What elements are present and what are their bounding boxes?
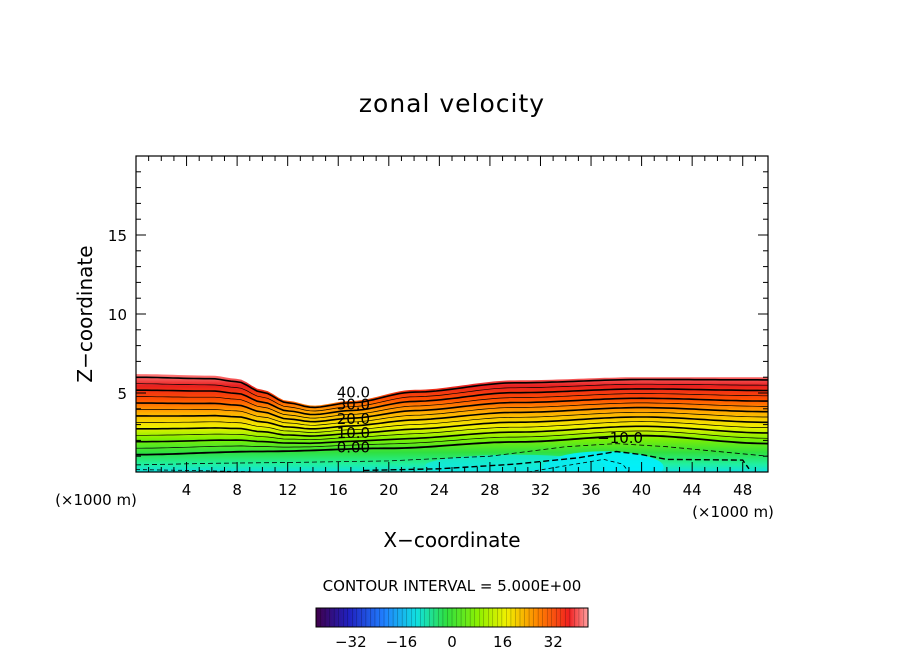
x-tick-label: 40	[632, 481, 651, 499]
contour-lines	[136, 376, 768, 472]
colorbar-frame	[315, 607, 589, 628]
colorbar-tick-label: 32	[544, 633, 563, 651]
colorbar-tick-label: −32	[335, 633, 367, 651]
x-tick-label: 24	[430, 481, 449, 499]
contour-line	[136, 421, 768, 441]
x-tick-label: 36	[581, 481, 600, 499]
contour-line	[136, 430, 768, 449]
contour-line	[136, 397, 768, 423]
contour-line	[136, 383, 768, 412]
contour-label: −10.0	[597, 429, 643, 447]
x-tick-label: 4	[182, 481, 192, 499]
x-axis-label: X−coordinate	[383, 528, 520, 552]
contour-line	[136, 376, 768, 409]
contour-labels: 40.030.020.010.00.00 −10.0	[337, 384, 643, 457]
contour-label: 40.0	[337, 384, 370, 402]
negative-contour	[527, 458, 630, 472]
y-tick-label: 15	[108, 227, 127, 245]
negative-contour	[136, 443, 768, 466]
contour-label: 10.0	[337, 424, 370, 442]
zero-contour	[136, 434, 768, 456]
x-tick-label: 16	[329, 481, 348, 499]
y-tick-label: 5	[117, 385, 127, 403]
contour-line	[136, 425, 768, 445]
contour-line	[136, 411, 768, 433]
axis-ticks	[135, 155, 769, 473]
contour-interval-text: CONTOUR INTERVAL = 5.000E+00	[323, 577, 582, 595]
negative-velocity-region	[425, 454, 606, 472]
colorbar-tick-label: 16	[493, 633, 512, 651]
plot-area	[136, 374, 768, 472]
contour-line	[136, 416, 768, 437]
x-tick-label: 28	[480, 481, 499, 499]
x-tick-label: 20	[379, 481, 398, 499]
x-tick-label: 44	[683, 481, 702, 499]
colorbar: −32 −16 0 16 32	[315, 607, 589, 651]
x-tick-label: 32	[531, 481, 550, 499]
x-tick-label: 8	[232, 481, 242, 499]
contour-line	[136, 402, 768, 426]
y-axis-label: Z−coordinate	[73, 245, 97, 382]
contour-label: 30.0	[337, 396, 370, 414]
x-tick-label: 48	[733, 481, 752, 499]
x-unit-left: (×1000 m)	[55, 491, 137, 509]
contour-label: 0.00	[337, 438, 370, 456]
contour-line	[136, 406, 768, 430]
colorbar-tick-label: 0	[447, 633, 457, 651]
x-tick-label: 12	[278, 481, 297, 499]
contour-line	[136, 393, 768, 419]
contour-line	[136, 388, 768, 416]
contour-label: 20.0	[337, 410, 370, 428]
x-unit-right: (×1000 m)	[692, 503, 774, 521]
colorbar-tick-label: −16	[386, 633, 418, 651]
colorbar-ticks: −32 −16 0 16 32	[335, 633, 563, 651]
y-tick-label: 10	[108, 306, 127, 324]
colorbar-segments	[320, 608, 584, 627]
chart-title: zonal velocity	[359, 89, 545, 118]
